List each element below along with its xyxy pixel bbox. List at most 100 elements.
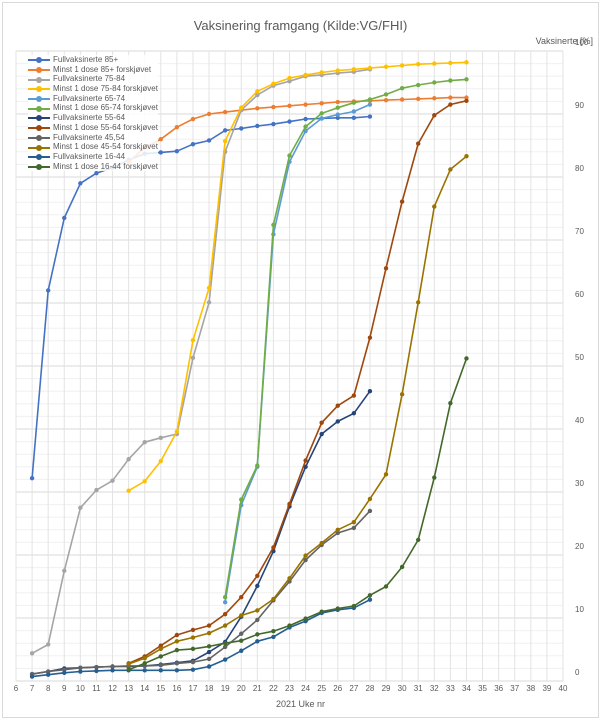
series-11 [126,356,469,672]
data-point-marker [383,584,389,589]
data-point-marker [319,70,324,75]
data-point-marker [351,115,357,120]
series-5 [222,77,469,600]
data-point-marker [448,95,453,100]
data-point-marker [255,583,260,589]
data-point-marker [416,300,421,305]
data-point-marker [367,114,373,119]
data-point-marker [287,79,292,84]
data-point-marker [399,63,405,68]
data-point-marker [255,463,260,468]
data-point-marker [239,105,244,110]
legend-label: Minst 1 dose 75-84 forskjøvet [53,84,158,94]
data-point-marker [287,103,292,109]
series-line [128,100,467,665]
y-tick-label: 0 [575,668,580,677]
data-point-marker [303,72,308,78]
data-point-marker [222,641,228,646]
y-tick-label: 70 [575,227,584,236]
data-point-marker [174,639,180,644]
data-point-marker [222,128,228,133]
data-point-marker [158,150,163,155]
data-point-marker [416,141,421,146]
data-point-marker [399,564,405,570]
data-point-marker [222,600,228,605]
data-point-marker [206,138,212,143]
series-line [31,510,371,675]
data-point-marker [158,663,163,668]
data-point-marker [78,505,83,510]
legend-label: Minst 1 dose 65-74 forskjøvet [53,103,158,113]
data-point-marker [158,668,163,673]
data-point-marker [448,78,453,83]
chart-title: Vaksinering framgang (Kilde:VG/FHI) [193,18,408,33]
legend-item: Minst 1 dose 16-44 forskjøvet [28,162,158,172]
data-point-marker [351,520,357,525]
x-tick-label: 29 [382,684,391,693]
data-point-marker [335,112,340,117]
legend-item: Minst 1 dose 55-64 forskjøvet [28,123,158,133]
x-tick-label: 34 [462,684,471,693]
x-tick-label: 30 [398,684,407,693]
data-point-marker [416,62,421,67]
data-point-marker [335,68,340,73]
data-point-marker [158,646,163,652]
x-tick-label: 28 [365,684,374,693]
data-point-marker [206,649,212,655]
legend-item: Minst 1 dose 85+ forskjøvet [28,65,158,75]
data-point-marker [255,632,260,637]
data-point-marker [94,171,99,176]
data-point-marker [158,137,163,142]
data-point-marker [319,111,324,116]
data-point-marker [255,617,260,623]
legend: Fullvaksinerte 85+ Minst 1 dose 85+ forsk… [28,55,158,172]
legend-item: Minst 1 dose 45-54 forskjøvet [28,142,158,152]
y-tick-label: 40 [575,416,584,425]
series-line [128,96,467,163]
data-point-marker [432,96,437,101]
data-point-marker [367,389,373,394]
legend-line-marker-icon [28,55,50,64]
legend-item: Fullvaksinerte 85+ [28,55,158,65]
legend-label: Fullvaksinerte 85+ [53,55,119,64]
data-point-marker [351,603,357,609]
axis-ticks: 6 7 8 9 10 11 12 13 14 15 16 17 18 19 20 21 22 23 24 25 26 27… [14,38,589,693]
data-point-marker [255,573,260,578]
data-point-marker [29,674,35,679]
data-point-marker [432,204,437,209]
data-point-marker [142,668,147,673]
legend-label: Fullvaksinerte 65-74 [53,93,126,103]
data-point-marker [206,656,212,662]
y-tick-label: 30 [575,479,584,488]
series-line [31,68,371,655]
data-point-marker [416,96,421,102]
data-point-marker [62,215,67,221]
data-point-marker [351,100,357,105]
data-point-marker [287,119,292,124]
x-tick-label: 21 [253,684,262,693]
data-point-marker [383,266,389,271]
data-point-marker [110,668,115,673]
data-point-marker [174,148,180,154]
data-point-marker [367,597,373,602]
y-tick-label: 80 [575,164,584,173]
data-point-marker [367,65,373,71]
data-point-marker [335,527,340,532]
data-point-marker [335,99,340,105]
x-tick-label: 39 [542,684,551,693]
data-point-marker [239,613,244,618]
data-point-marker [62,667,67,672]
data-point-marker [432,61,437,66]
x-tick-label: 37 [510,684,519,693]
data-point-marker [222,138,228,144]
data-point-marker [255,92,260,98]
series-line [128,358,468,671]
legend-item: Fullvaksinerte 45,54 [28,133,158,143]
data-point-marker [174,668,180,673]
data-point-marker [158,458,163,464]
data-point-marker [383,97,389,103]
series-3 [126,60,469,493]
legend-line-marker-icon [28,113,50,122]
x-tick-label: 11 [92,684,101,693]
